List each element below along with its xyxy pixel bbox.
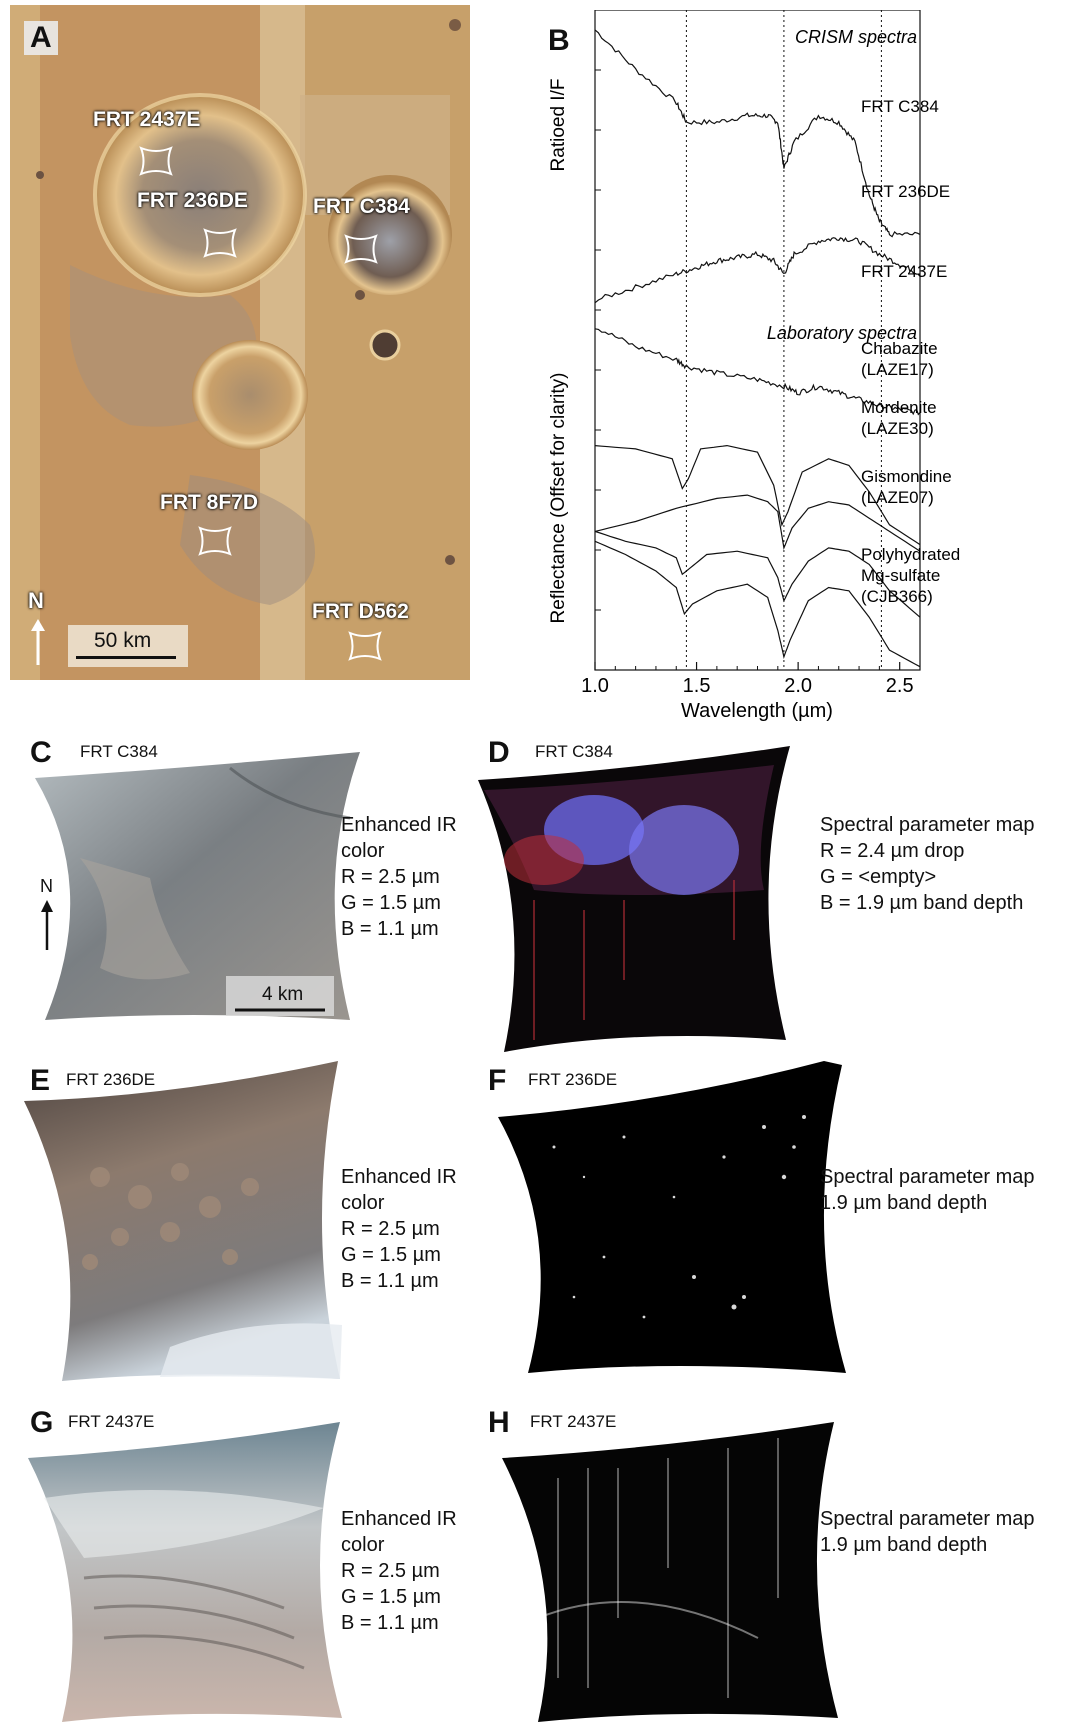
series-line-3 (594, 444, 921, 546)
site-label-frt-d562: FRT D562 (312, 600, 409, 623)
x-tick-label: 1.5 (683, 675, 711, 697)
panel-h-title: FRT 2437E (530, 1412, 617, 1431)
panel-g-title: FRT 2437E (68, 1412, 155, 1431)
site-label-frt-236de: FRT 236DE (137, 189, 248, 212)
series-label-1: FRT 236DE (861, 182, 950, 201)
panel-e-caption: Enhanced IR color R = 2.5 µm G = 1.5 µm … (341, 1166, 457, 1292)
north-label-c: N (40, 876, 53, 896)
panel-c-image (35, 752, 360, 1020)
scale-label-c: 4 km (262, 984, 304, 1005)
series-label-6: Mg-sulfate (861, 566, 940, 585)
series-label-0: FRT C384 (861, 97, 939, 116)
north-label-a: N (28, 588, 44, 613)
panel-f-label: F (488, 1064, 507, 1097)
panel-f-image (498, 1061, 846, 1373)
north-arrow-c-icon (41, 900, 53, 950)
site-footprint-frt-236de (203, 228, 237, 258)
panel-e-label: E (30, 1064, 51, 1097)
site-footprint-frt-c384 (344, 234, 378, 264)
panel-d-title: FRT C384 (535, 742, 613, 761)
panel-h-label: H (488, 1406, 510, 1439)
site-footprint-frt-d562 (348, 631, 382, 661)
xlabel: Wavelength (µm) (681, 700, 833, 722)
panel-e-image (24, 1061, 342, 1381)
series-label-4: Mordenite (861, 398, 937, 417)
series-label-3: (LAZE17) (861, 360, 934, 379)
scale-bar-a (76, 656, 176, 659)
site-footprint-frt-2437e (139, 146, 173, 176)
panel-c-label: C (30, 736, 52, 769)
panel-f-caption: Spectral parameter map 1.9 µm band depth (820, 1166, 1035, 1214)
panel-d-image (478, 746, 790, 1052)
series-line-5 (594, 530, 921, 618)
site-label-frt-8f7d: FRT 8F7D (160, 491, 259, 514)
series-label-5: Gismondine (861, 467, 952, 486)
panel-c-title: FRT C384 (80, 742, 158, 761)
lab-header: Laboratory spectra (767, 323, 917, 343)
x-tick-label: 2.5 (886, 675, 914, 697)
series-line-2 (594, 328, 921, 416)
series-label-3: Chabazite (861, 339, 938, 358)
ylabel-top: Ratioed I/F (548, 79, 569, 172)
series-line-6 (594, 540, 921, 668)
panel-d-label: D (488, 736, 510, 769)
crism-header: CRISM spectra (795, 27, 917, 47)
north-arrow-icon (31, 619, 45, 665)
panel-c-caption: Enhanced IR color R = 2.5 µm G = 1.5 µm … (341, 814, 457, 940)
series-label-4: (LAZE30) (861, 419, 934, 438)
x-tick-label: 2.0 (784, 675, 812, 697)
panel-h-caption: Spectral parameter map 1.9 µm band depth (820, 1508, 1035, 1556)
series-label-2: FRT 2437E (861, 262, 947, 281)
series-line-0 (594, 29, 921, 238)
scale-label-a: 50 km (94, 629, 152, 652)
panel-f-title: FRT 236DE (528, 1070, 618, 1089)
spectra-chart: CRISM spectra Laboratory spectra Ratioed… (548, 10, 960, 722)
panel-g-image (28, 1422, 342, 1722)
series-label-6: Polyhydrated (861, 545, 960, 564)
panel-b-label: B (548, 24, 570, 57)
scale-box-a (68, 625, 188, 667)
panel-d-caption: Spectral parameter map R = 2.4 µm drop G… (820, 814, 1035, 914)
panel-e-title: FRT 236DE (66, 1070, 156, 1089)
site-footprint-frt-8f7d (198, 526, 232, 556)
panel-a-map: A FRT 2437E FRT 236DE FRT C384 FRT 8F7D … (10, 5, 470, 680)
series-line-4 (594, 494, 921, 552)
panel-a-label: A (24, 21, 58, 55)
panel-g-caption: Enhanced IR color R = 2.5 µm G = 1.5 µm … (341, 1508, 457, 1634)
x-tick-label: 1.0 (581, 675, 609, 697)
series-label-6: (CJB366) (861, 587, 933, 606)
panel-h-image (502, 1422, 838, 1722)
ylabel-bottom: Reflectance (Offset for clarity) (548, 373, 569, 624)
panel-g-label: G (30, 1406, 54, 1439)
series-line-1 (594, 236, 921, 304)
site-label-frt-2437e: FRT 2437E (93, 108, 201, 131)
panel-a-mosaic (10, 5, 470, 680)
series-label-5: (LAZE07) (861, 488, 934, 507)
site-label-frt-c384: FRT C384 (313, 195, 410, 218)
